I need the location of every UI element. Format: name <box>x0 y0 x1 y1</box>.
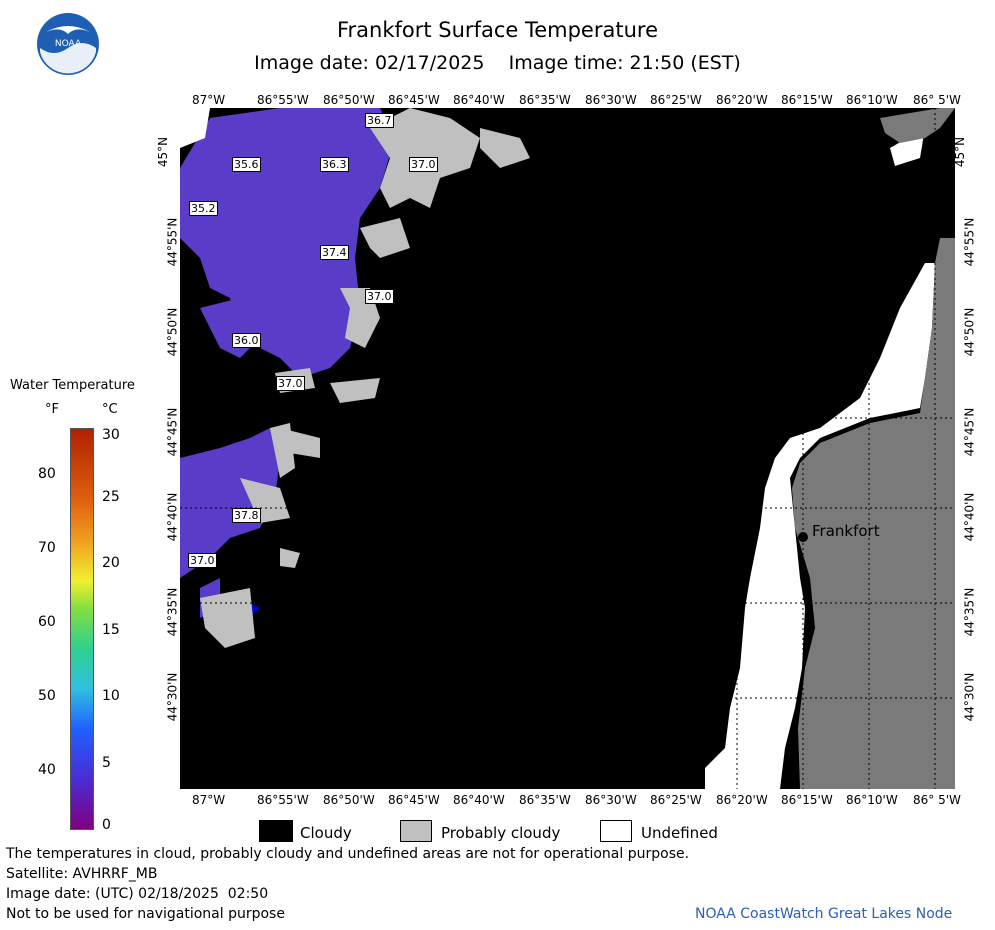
noaa-logo: NOAA <box>36 12 100 76</box>
lat-label: 44°45'N <box>165 407 180 457</box>
lat-label: 44°50'N <box>962 307 977 357</box>
color-scale-bar <box>70 428 94 830</box>
lon-label: 87°W <box>192 93 226 107</box>
lon-label: 86°35'W <box>519 93 571 107</box>
celsius-tick: 5 <box>102 755 111 771</box>
fahrenheit-tick: 80 <box>38 466 56 482</box>
lon-label: 86°35'W <box>519 793 571 807</box>
celsius-tick: 10 <box>102 688 120 704</box>
lon-label: 86°45'W <box>388 793 440 807</box>
lat-label: 44°45'N <box>962 407 977 457</box>
credit-link[interactable]: NOAA CoastWatch Great Lakes Node <box>695 906 953 922</box>
lon-label: 86°20'W <box>716 93 768 107</box>
lon-label: 86°50'W <box>323 793 375 807</box>
unit-fahrenheit: °F <box>45 402 59 417</box>
lon-label: 86°25'W <box>650 793 702 807</box>
lat-label: 44°55'N <box>165 217 180 267</box>
undefined-swatch <box>600 820 632 842</box>
fahrenheit-tick: 40 <box>38 762 56 778</box>
temp-label: 36.7 <box>365 113 394 128</box>
temp-label: 37.8 <box>232 508 261 523</box>
lon-label: 86°45'W <box>388 93 440 107</box>
lon-label: 86°10'W <box>846 793 898 807</box>
fahrenheit-tick: 50 <box>38 688 56 704</box>
celsius-tick: 15 <box>102 622 120 638</box>
undefined-label: Undefined <box>641 824 718 842</box>
celsius-tick: 0 <box>102 817 111 833</box>
lat-label: 44°30'N <box>962 672 977 722</box>
celsius-tick: 30 <box>102 427 120 443</box>
lat-label: 44°35'N <box>962 587 977 637</box>
probably-cloudy-swatch <box>400 820 432 842</box>
temp-label: 37.0 <box>276 376 305 391</box>
lat-label: 44°40'N <box>165 492 180 542</box>
temp-label: 36.3 <box>320 157 349 172</box>
lon-label: 86°40'W <box>453 93 505 107</box>
lon-label: 86°30'W <box>585 93 637 107</box>
lon-label: 86°55'W <box>257 793 309 807</box>
temp-label: 37.4 <box>320 245 349 260</box>
celsius-tick: 25 <box>102 489 120 505</box>
map-subtitle: Image date: 02/17/2025 Image time: 21:50… <box>254 52 741 74</box>
lat-label: 45°N <box>156 136 171 168</box>
lat-label: 44°35'N <box>165 587 180 637</box>
temp-label: 35.2 <box>189 201 218 216</box>
frankfort-marker <box>798 532 808 542</box>
water-temperature-regions <box>180 108 395 628</box>
cloudy-label: Cloudy <box>300 824 352 842</box>
temp-label: 35.6 <box>232 157 261 172</box>
lon-label: 86°25'W <box>650 93 702 107</box>
celsius-tick: 20 <box>102 555 120 571</box>
lon-label: 87°W <box>192 793 226 807</box>
temp-label: 37.0 <box>409 157 438 172</box>
temp-label: 36.0 <box>232 333 261 348</box>
lon-label: 86°15'W <box>781 793 833 807</box>
lon-label: 86°55'W <box>257 93 309 107</box>
footer-image-date: Image date: (UTC) 02/18/2025 02:50 <box>6 886 269 902</box>
lon-label: 86°10'W <box>846 93 898 107</box>
probably-cloudy-label: Probably cloudy <box>441 824 561 842</box>
logo-text: NOAA <box>55 39 82 49</box>
lon-label: 86° 5'W <box>913 793 961 807</box>
unit-celsius: °C <box>102 402 118 417</box>
lat-label: 44°50'N <box>165 307 180 357</box>
footer-satellite: Satellite: AVHRRF_MB <box>6 866 158 882</box>
lat-label: 44°30'N <box>165 672 180 722</box>
lat-label: 44°55'N <box>962 217 977 267</box>
fahrenheit-tick: 60 <box>38 614 56 630</box>
cloudy-swatch <box>259 820 293 842</box>
fahrenheit-tick: 70 <box>38 540 56 556</box>
map-title: Frankfort Surface Temperature <box>336 18 658 42</box>
temp-label: 37.0 <box>188 553 217 568</box>
land-regions <box>792 108 955 789</box>
lon-label: 86°20'W <box>716 793 768 807</box>
lon-label: 86° 5'W <box>913 93 961 107</box>
temperature-map <box>180 108 955 789</box>
lat-label: 45°N <box>953 136 968 168</box>
footer-disclaimer: The temperatures in cloud, probably clou… <box>6 846 690 862</box>
lat-label: 44°40'N <box>962 492 977 542</box>
legend-title: Water Temperature <box>10 378 135 393</box>
footer-nav-warning: Not to be used for navigational purpose <box>6 906 285 922</box>
temp-label: 37.0 <box>365 289 394 304</box>
graticule <box>180 108 955 789</box>
city-label-frankfort: Frankfort <box>812 522 880 540</box>
lon-label: 86°30'W <box>585 793 637 807</box>
lon-label: 86°40'W <box>453 793 505 807</box>
lon-label: 86°15'W <box>781 93 833 107</box>
lon-label: 86°50'W <box>323 93 375 107</box>
